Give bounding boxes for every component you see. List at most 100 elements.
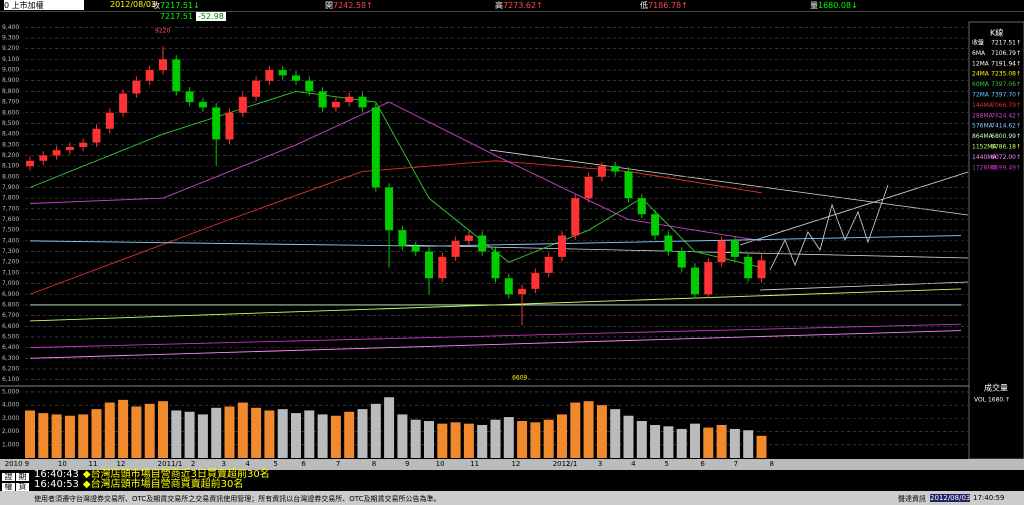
legend-name: 收盤 (972, 39, 984, 47)
news-time: 16:40:43 (34, 469, 79, 480)
volume-bar (636, 421, 647, 458)
volume-bar (184, 411, 195, 458)
volume-bar (557, 414, 567, 458)
volume-bar (450, 422, 461, 458)
x-tick-label: 2 (566, 460, 570, 468)
volume-bar (716, 424, 727, 458)
legend-name: 1728MA (972, 164, 997, 171)
high-mark: 9220 (155, 28, 170, 35)
candle-body (464, 235, 473, 241)
volume-bar (410, 419, 421, 458)
candle-body (252, 80, 261, 97)
y-tick-label: 9,000 (2, 67, 19, 74)
x-tick-label: 10 (58, 460, 67, 468)
toolbar: 0 上市加權 2012/08/03 收7217.51↓ 開7242.58↑ 高727… (0, 0, 1024, 12)
volume-bar (437, 423, 448, 458)
x-tick-label: 4 (245, 460, 250, 468)
nav-button[interactable]: 權 (2, 483, 15, 491)
candle-body (704, 262, 713, 295)
legend-value: 6599.49↑ (991, 164, 1021, 171)
y-tick-label: 6,700 (2, 312, 19, 319)
candle-body (358, 96, 367, 108)
quote: 低7186.78↑ (640, 0, 688, 11)
last-price: 7217.51 (160, 12, 194, 21)
quote: 收7217.51↓ (152, 0, 200, 11)
vendor: 聲達資訊 (898, 495, 926, 503)
x-tick-label: 3 (598, 460, 602, 468)
legend-value: 7191.94↑ (991, 60, 1021, 67)
x-tick-label: 6 (700, 460, 705, 468)
nav-button[interactable]: 期 (16, 473, 29, 481)
notice: 使用者須遵守台灣證券交易所、OTC及期貨交易所之交易資訊使用管理；所有資訊以台灣… (34, 495, 441, 503)
volume-bar (357, 409, 368, 458)
volume-bar (237, 402, 248, 458)
nav-button[interactable]: 證 (2, 473, 15, 481)
y-tick-label: 9,300 (2, 35, 19, 42)
candle-body (345, 96, 354, 103)
x-axis-bar (0, 459, 1024, 470)
ma-line (29, 330, 962, 359)
quote: 量1680.08↓ (810, 0, 858, 11)
news-item[interactable]: 16:40:43 ◆台灣店頭市場自營商近3日買賣超前30名 (34, 470, 270, 480)
volume-bar (264, 410, 275, 458)
candle-body (212, 107, 221, 140)
y-tick-label: 6,800 (2, 301, 19, 308)
volume-bar (384, 397, 395, 458)
candle-body (611, 166, 620, 172)
candle-body (451, 240, 460, 257)
news-item[interactable]: 16:40:53 ◆台灣店頭市場自營商買賣超前30名 (34, 480, 270, 490)
volume-bar (650, 424, 661, 458)
candle-body (79, 142, 88, 147)
x-tick-label: 8 (372, 460, 376, 468)
legend-name: 60MA (972, 81, 990, 88)
legend-value: 6072.00↑ (991, 154, 1021, 161)
y-tick-label: 7,600 (2, 216, 19, 223)
volume-bar (583, 401, 594, 458)
volume-bar (703, 427, 714, 458)
candle-body (65, 146, 74, 151)
nav-button[interactable]: 貨 (16, 483, 29, 491)
candle-body (26, 160, 34, 167)
volume-bar (756, 435, 767, 458)
candle-body (730, 240, 739, 257)
y-tick-label: 8,600 (2, 109, 19, 116)
news-time: 16:40:53 (34, 479, 79, 490)
symbol-index: 0 (4, 1, 10, 10)
legend-value: 7397.06↑ (991, 81, 1021, 88)
x-tick-label: 5 (273, 460, 277, 468)
y-tick-label: 7,000 (2, 280, 19, 287)
x-tick-label: 9 (405, 460, 409, 468)
buttons: 證期權貨 (2, 472, 32, 492)
y-tick-label: 8,400 (2, 131, 19, 138)
quote-label: 低 (640, 1, 648, 10)
volume-bar (729, 428, 740, 458)
candle-body (292, 75, 300, 81)
legend-value: 7624.42↑ (991, 112, 1021, 119)
news-list: 16:40:43 ◆台灣店頭市場自營商近3日買賣超前30名 16:40:53 ◆台灣店… (34, 470, 270, 490)
quote-value: 1680.08↓ (818, 1, 858, 10)
quote: 高7273.62↑ (495, 0, 543, 11)
volume-title: 成交量 (984, 383, 1008, 393)
volume-bar (424, 421, 434, 458)
candle-body (624, 171, 633, 199)
legend-name: 6MA (972, 50, 986, 57)
candle-body (478, 235, 487, 252)
legend-value: 6800.99↑ (991, 133, 1021, 140)
candle-body (571, 198, 580, 236)
x-tick-label: 11 (470, 460, 479, 468)
x-tick-label: 5 (664, 460, 668, 468)
legend-value: 7414.62↑ (991, 123, 1021, 130)
candle-body (265, 70, 274, 81)
volume-bar (623, 415, 634, 458)
candle-body (185, 91, 194, 103)
y-tick-label: 8,500 (2, 120, 19, 127)
date: 2012/08/03 (110, 0, 157, 9)
symbol-select[interactable]: 0 上市加權 (4, 0, 84, 10)
legend-value: 7235.08↑ (991, 71, 1021, 78)
volume-bar (64, 415, 75, 458)
candle-body (744, 256, 753, 279)
volume-bar (131, 406, 142, 458)
volume-bar (370, 403, 381, 458)
y-tick-label: 8,900 (2, 77, 19, 84)
volume-bar (477, 424, 488, 458)
